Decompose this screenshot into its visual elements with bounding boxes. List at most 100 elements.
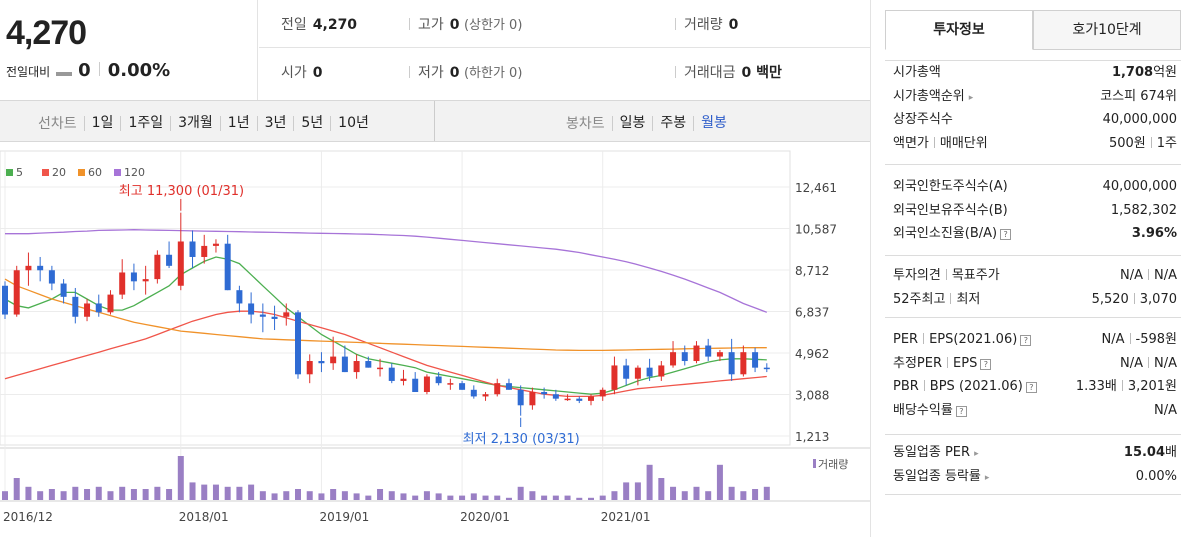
price-chart: 12,461 10,587 8,712 6,837 4,962 3,088 1,213 201… (0, 143, 870, 537)
tab-investment-info[interactable]: 투자정보 (885, 10, 1033, 50)
x-tick-label: 2019/01 (319, 510, 369, 524)
volume-bar (295, 489, 301, 500)
industry-change: 0.00% (1135, 468, 1177, 484)
candle-body (2, 285, 8, 315)
candle-body (646, 367, 653, 377)
tab-order-book[interactable]: 호가10단계 (1033, 10, 1181, 50)
volume-legend-label: 거래량 (818, 458, 848, 471)
tab-weekly[interactable]: 주봉 (652, 115, 693, 131)
candle-body (60, 283, 67, 297)
volume-bar (705, 491, 712, 500)
volume-bar (318, 493, 325, 500)
volume-bar (752, 489, 759, 500)
volume-bar (119, 486, 126, 500)
market-cap-section: 시가총액 1,708억원 시가총액순위 ▸ 코스피 674위 상장주식수 40,000,… (885, 60, 1181, 155)
volume-bar (212, 484, 219, 500)
market-cap-rank: 코스피 674위 (1100, 88, 1177, 104)
volume-bar (728, 486, 735, 500)
volume-bar (236, 486, 243, 500)
low-annotation: 최저 2,130 (03/31) (463, 432, 580, 447)
help-icon[interactable]: ? (1020, 335, 1032, 346)
day-low: 저가 0 (하한가 0) (409, 62, 522, 82)
volume-bar (377, 489, 384, 500)
change-row: 전일대비 0 0.00% (6, 60, 170, 81)
investment-info-panel: 투자정보 호가10단계 시가총액 1,708억원 시가총액순위 ▸ 코스피 674위 … (870, 0, 1188, 537)
volume-bar (37, 491, 44, 500)
volume-bar (60, 491, 67, 500)
candle-body (763, 367, 770, 370)
help-icon[interactable]: ? (1000, 229, 1012, 240)
y-tick-label: 4,962 (795, 347, 829, 361)
tab-daily[interactable]: 일봉 (611, 115, 653, 131)
candle-body (716, 352, 723, 357)
legend-swatch-20 (42, 169, 49, 176)
volume-bar (529, 491, 536, 500)
valuation-section: PER EPS(2021.06)? N/A -598원 추정PER EPS? N/A N/A… (885, 317, 1181, 422)
market-cap-rank-label[interactable]: 시가총액순위 ▸ (893, 88, 974, 104)
industry-per: 15.04배 (1123, 445, 1177, 460)
volume-bar (541, 495, 548, 500)
tab-1d[interactable]: 1일 (83, 115, 121, 131)
candle-body (470, 389, 477, 397)
arrow-right-icon: ▸ (974, 449, 979, 459)
tab-10y[interactable]: 10년 (330, 115, 376, 131)
candle-body (412, 378, 419, 393)
volume-bar (611, 491, 618, 500)
legend-swatch-5 (6, 169, 13, 176)
foreign-rate: 3.96% (1131, 226, 1177, 241)
est-per-label: 추정PER EPS? (893, 352, 992, 376)
candle-body (541, 392, 548, 395)
volume-bar (130, 489, 137, 500)
legend-label-60: 60 (88, 166, 102, 179)
tab-1w[interactable]: 1주일 (120, 115, 170, 131)
foreign-rate-label: 외국인소진율(B/A)? (893, 222, 1012, 246)
candle-chart-label: 봉차트 (566, 116, 605, 132)
current-price: 4,270 (6, 14, 87, 52)
candle-body (564, 398, 571, 401)
industry-change-label[interactable]: 동일업종 등락률 ▸ (893, 468, 990, 484)
par-value-label: 액면가 매매단위 (893, 135, 988, 151)
candle-body (505, 383, 512, 390)
volume-bar (248, 484, 255, 500)
volume-bar (716, 464, 723, 500)
candle-body (318, 361, 325, 364)
help-icon[interactable]: ? (955, 405, 967, 417)
tab-monthly[interactable]: 월봉 (693, 115, 734, 131)
tab-3m[interactable]: 3개월 (170, 115, 220, 131)
tab-5y[interactable]: 5년 (293, 115, 330, 131)
volume-bar (306, 491, 313, 500)
listed-shares-label: 상장주식수 (893, 112, 953, 127)
candle-body (447, 383, 454, 385)
tab-3y[interactable]: 3년 (256, 115, 294, 131)
volume-bar (283, 491, 290, 500)
volume-bar (693, 486, 700, 500)
prev-close: 전일 4,270 (281, 17, 358, 33)
candle-body (365, 361, 372, 368)
volume-bar (517, 486, 524, 500)
volume-bar (435, 493, 442, 500)
y-tick-label: 3,088 (795, 388, 829, 402)
divider (98, 62, 100, 76)
candle-body (576, 398, 583, 401)
dividend-label: 배당수익률? (893, 399, 967, 423)
y-tick-label: 10,587 (795, 222, 837, 236)
candle-body (494, 383, 501, 395)
candle-body (72, 296, 79, 317)
volume-bar (224, 486, 231, 500)
tab-1y[interactable]: 1년 (219, 115, 257, 131)
per-eps-value: N/A -598원 (1101, 332, 1177, 347)
trade-amount: 거래대금 0 백만 (675, 62, 782, 82)
industry-per-label[interactable]: 동일업종 PER ▸ (893, 445, 979, 460)
candle-body (599, 389, 606, 397)
volume-bar (423, 491, 430, 500)
candle-body (681, 352, 688, 362)
candle-body (271, 316, 278, 319)
candle-body (752, 352, 759, 368)
help-icon[interactable]: ? (1025, 382, 1037, 393)
legend-label-5: 5 (16, 166, 23, 179)
volume-bar (177, 456, 184, 500)
volume-bar (470, 493, 477, 500)
volume-bar (646, 464, 653, 500)
volume-bar (658, 478, 665, 500)
help-icon[interactable]: ? (980, 358, 992, 370)
